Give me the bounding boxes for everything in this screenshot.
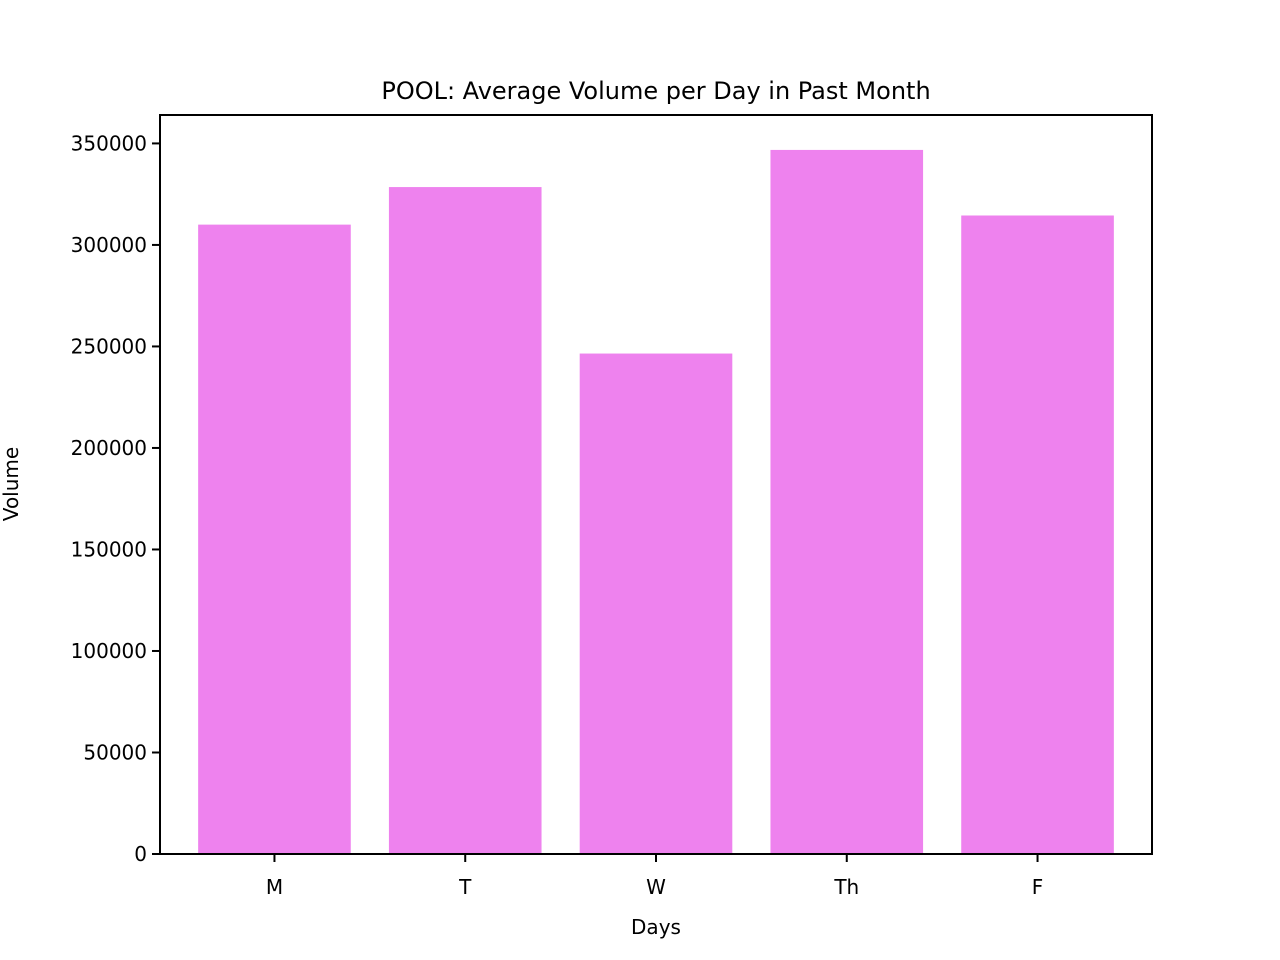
x-axis-label: Days (631, 915, 681, 939)
x-tick-label: W (646, 875, 666, 899)
y-tick-label: 0 (134, 842, 147, 866)
y-tick-label: 50000 (83, 740, 147, 764)
x-tick-label: T (458, 875, 472, 899)
y-axis-ticks: 0 50000 100000 150000 200000 250000 300000 3500… (71, 131, 160, 866)
x-axis-ticks: M T W Th F (266, 854, 1043, 899)
y-tick-label: 250000 (71, 334, 147, 358)
y-tick-label: 350000 (71, 131, 147, 155)
y-tick-label: 300000 (71, 233, 147, 257)
bar-t (388, 187, 542, 854)
bar-th (770, 149, 924, 855)
y-tick-label: 150000 (71, 537, 147, 561)
y-axis-label: Volume (0, 447, 23, 521)
bar-f (961, 215, 1114, 854)
x-tick-label: M (266, 875, 283, 899)
y-tick-label: 200000 (71, 436, 147, 460)
bar-w (579, 353, 733, 854)
chart-title: POOL: Average Volume per Day in Past Mon… (381, 77, 930, 105)
x-tick-label: Th (833, 875, 859, 899)
bar-m (198, 224, 351, 854)
y-tick-label: 100000 (71, 639, 147, 663)
bars-group (198, 149, 1114, 855)
x-tick-label: F (1032, 875, 1044, 899)
